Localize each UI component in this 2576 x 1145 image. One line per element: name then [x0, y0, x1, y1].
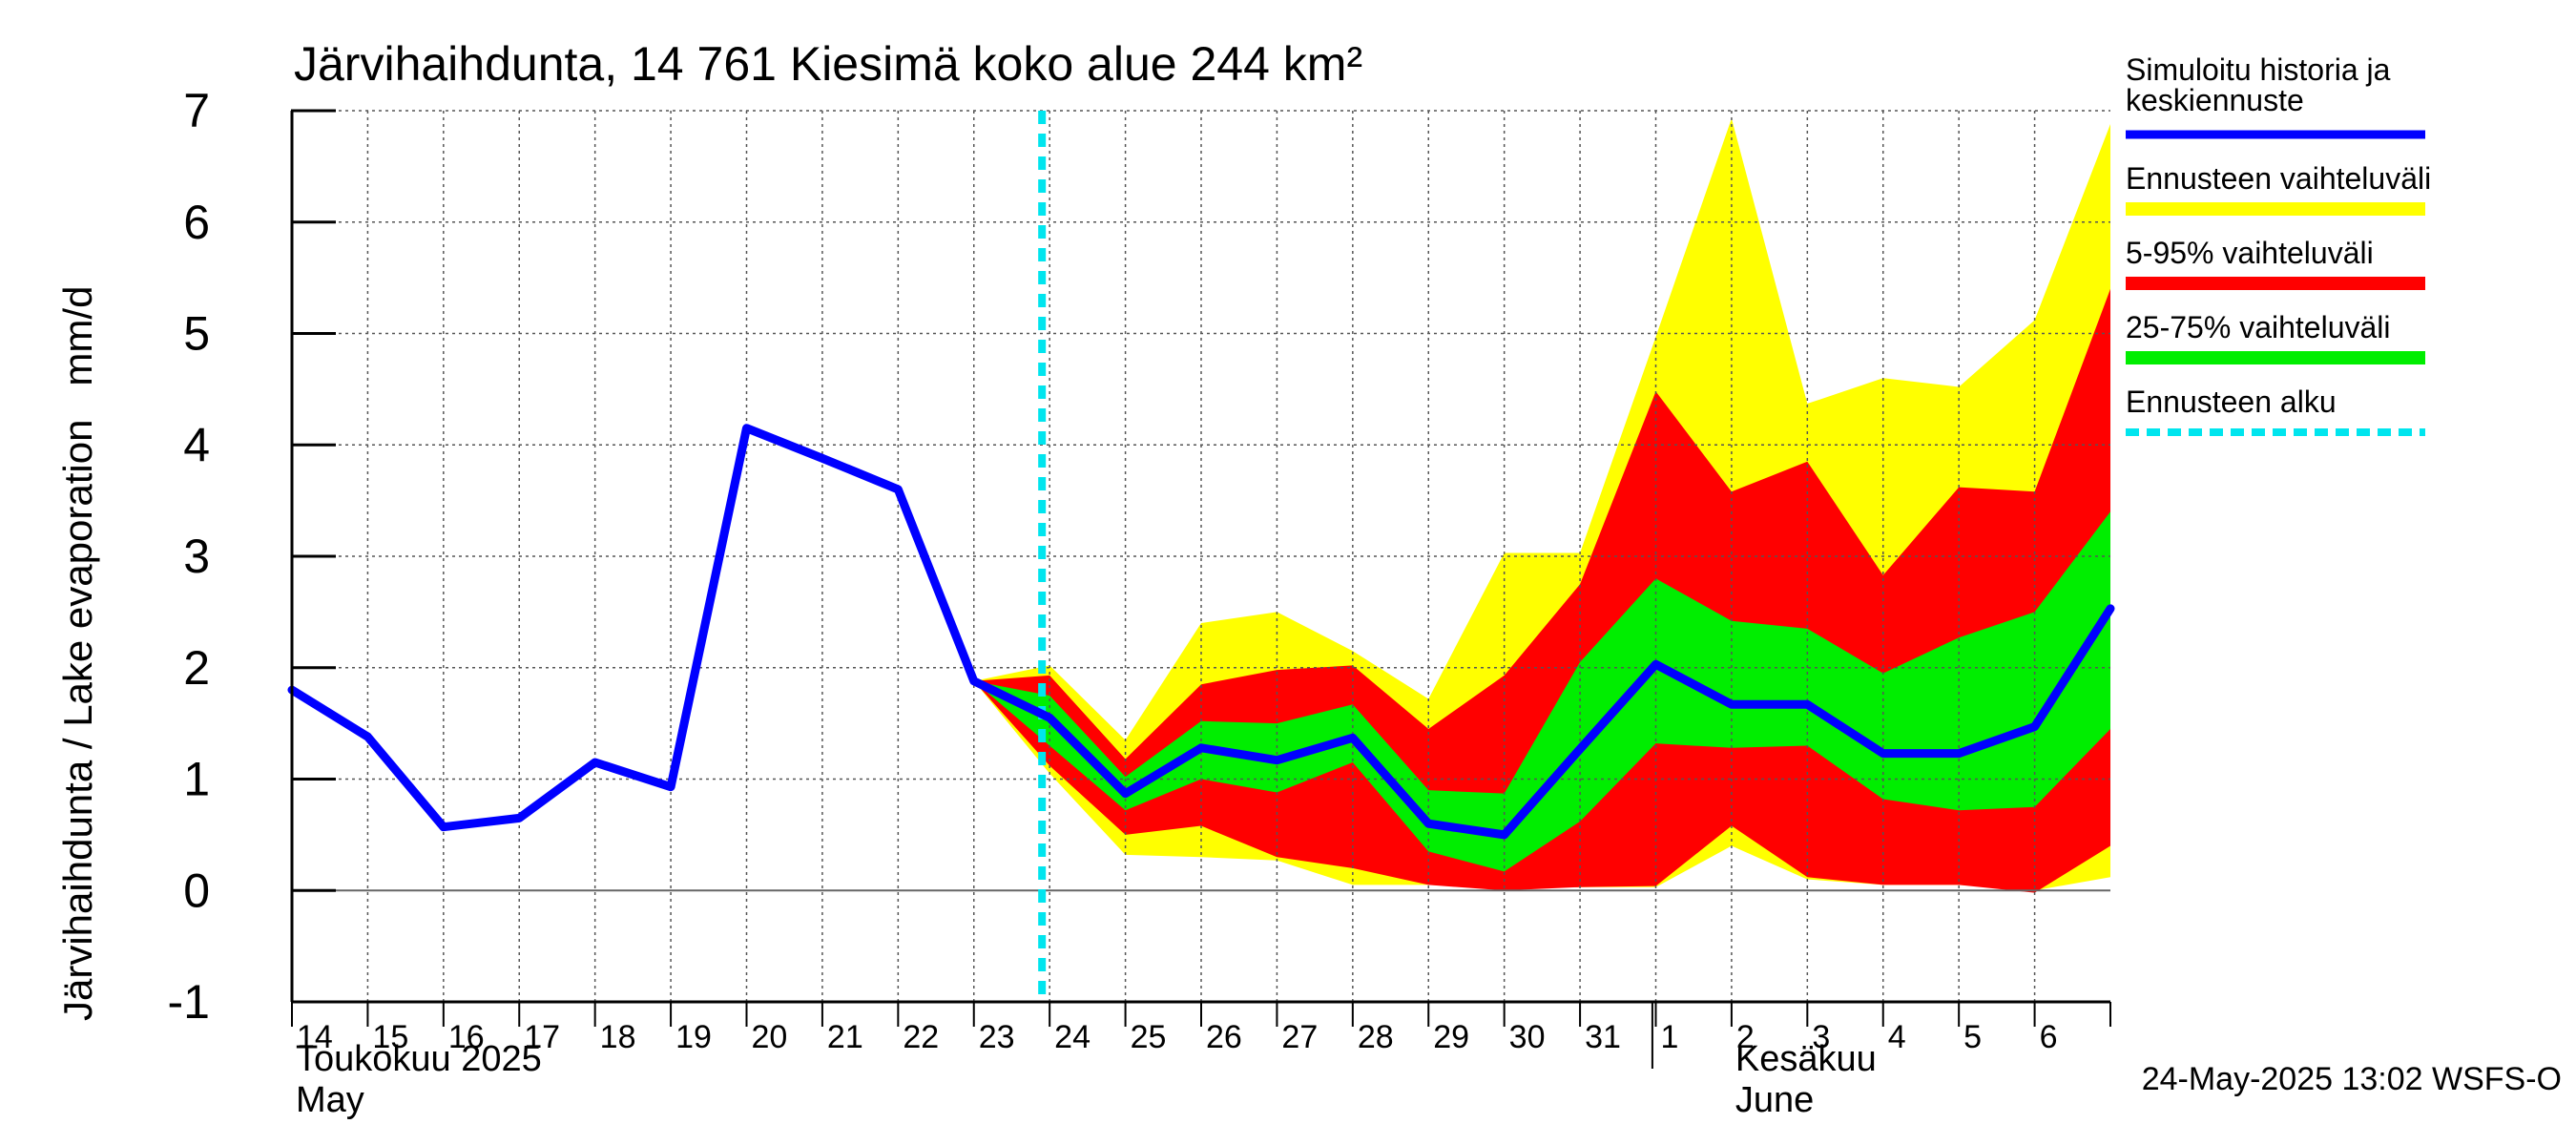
- x-tick-label: 18: [600, 1019, 636, 1055]
- legend-label-2: Ennusteen vaihteluväli: [2126, 161, 2431, 196]
- x-tick-label: 24: [1054, 1019, 1091, 1055]
- legend-label-3: 5-95% vaihteluväli: [2126, 236, 2374, 270]
- timestamp-footer: 24-May-2025 13:02 WSFS-O: [2142, 1061, 2562, 1097]
- x-tick-label: 26: [1206, 1019, 1242, 1055]
- x-tick-label: 25: [1131, 1019, 1167, 1055]
- x-tick-label: 3: [1812, 1019, 1830, 1055]
- chart-title: Järvihaihdunta, 14 761 Kiesimä koko alue…: [294, 37, 1362, 91]
- x-tick-label: 2: [1736, 1019, 1755, 1055]
- x-tick-label: 20: [752, 1019, 788, 1055]
- x-tick-label: 28: [1358, 1019, 1394, 1055]
- x-tick-label: 30: [1509, 1019, 1546, 1055]
- x-tick-label: 1: [1661, 1019, 1679, 1055]
- x-tick-label: 29: [1433, 1019, 1469, 1055]
- x-tick-label: 23: [979, 1019, 1015, 1055]
- x-tick-label: 14: [297, 1019, 333, 1055]
- y-tick-label: 0: [183, 864, 210, 917]
- y-tick-label: 6: [183, 196, 210, 249]
- x-tick-label: 5: [1963, 1019, 1982, 1055]
- y-tick-label: 7: [183, 84, 210, 137]
- x-tick-label: 6: [2040, 1019, 2058, 1055]
- y-tick-label: 4: [183, 418, 210, 471]
- month-label-english: June: [1735, 1080, 1814, 1120]
- y-tick-label: 3: [183, 530, 210, 583]
- legend-label-4: 25-75% vaihteluväli: [2126, 310, 2391, 344]
- month-label: Kesäkuu: [1735, 1039, 1877, 1079]
- y-tick-label: 2: [183, 641, 210, 695]
- y-tick-label: -1: [168, 975, 210, 1029]
- y-tick-label: 1: [183, 753, 210, 806]
- x-tick-label: 27: [1281, 1019, 1318, 1055]
- legend-label-1: keskiennuste: [2126, 83, 2304, 117]
- band-3: [973, 511, 2110, 872]
- legend-label-1: Simuloitu historia ja: [2126, 52, 2391, 87]
- month-label: Toukokuu 2025: [296, 1039, 542, 1079]
- bands-layer: [973, 118, 2110, 893]
- x-tick-label: 31: [1585, 1019, 1621, 1055]
- x-tick-label: 16: [448, 1019, 485, 1055]
- mean-line-layer: [287, 424, 2115, 840]
- month-label-english: May: [296, 1080, 364, 1120]
- grid-layer: [292, 110, 2110, 1002]
- x-tick-label: 15: [372, 1019, 408, 1055]
- mean-series-line: [287, 424, 2115, 840]
- x-tick-label: 4: [1888, 1019, 1906, 1055]
- y-axis-label: Järvihaihdunta / Lake evaporation mm/d: [55, 286, 100, 1021]
- x-tick-label: 22: [903, 1019, 939, 1055]
- y-tick-label: 5: [183, 307, 210, 361]
- x-tick-label: 21: [827, 1019, 863, 1055]
- x-tick-label: 19: [675, 1019, 712, 1055]
- x-tick-label: 17: [524, 1019, 560, 1055]
- legend-label-5: Ennusteen alku: [2126, 385, 2337, 419]
